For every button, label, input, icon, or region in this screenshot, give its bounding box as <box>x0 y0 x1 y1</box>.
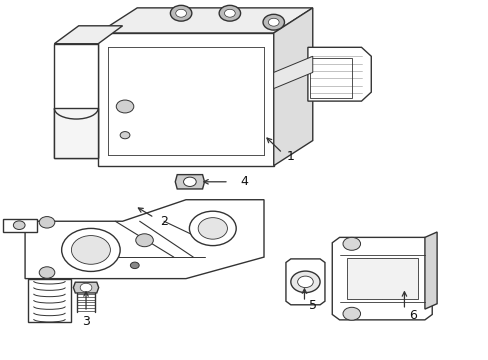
Circle shape <box>116 100 134 113</box>
Polygon shape <box>27 279 71 321</box>
Polygon shape <box>331 237 431 320</box>
Circle shape <box>80 283 92 292</box>
Circle shape <box>13 221 25 229</box>
Circle shape <box>175 9 186 17</box>
Circle shape <box>263 14 284 30</box>
Polygon shape <box>346 258 417 299</box>
Polygon shape <box>285 259 325 305</box>
Polygon shape <box>3 219 37 232</box>
Circle shape <box>136 234 153 247</box>
Circle shape <box>39 217 55 228</box>
Polygon shape <box>175 175 204 189</box>
Circle shape <box>297 276 313 288</box>
Circle shape <box>189 211 236 246</box>
Circle shape <box>268 18 279 26</box>
Polygon shape <box>307 47 370 101</box>
Polygon shape <box>25 200 264 279</box>
Text: 4: 4 <box>240 175 248 188</box>
Circle shape <box>130 262 139 269</box>
Polygon shape <box>273 8 312 166</box>
Text: 3: 3 <box>82 315 90 328</box>
Circle shape <box>120 132 130 139</box>
Circle shape <box>342 237 360 250</box>
Circle shape <box>198 218 227 239</box>
Circle shape <box>342 307 360 320</box>
Circle shape <box>39 267 55 278</box>
Polygon shape <box>73 282 99 293</box>
Circle shape <box>71 235 110 264</box>
Circle shape <box>170 5 191 21</box>
Text: 2: 2 <box>160 215 168 228</box>
Polygon shape <box>98 33 273 166</box>
Circle shape <box>183 177 196 186</box>
Circle shape <box>61 228 120 271</box>
Text: 5: 5 <box>308 299 316 312</box>
Polygon shape <box>98 8 312 33</box>
Polygon shape <box>424 232 436 309</box>
Polygon shape <box>54 108 98 158</box>
Text: 1: 1 <box>286 150 294 163</box>
Circle shape <box>290 271 320 293</box>
Polygon shape <box>54 26 122 44</box>
Polygon shape <box>54 44 98 158</box>
Circle shape <box>224 9 235 17</box>
Circle shape <box>219 5 240 21</box>
Text: 6: 6 <box>408 309 416 322</box>
Polygon shape <box>273 56 312 89</box>
